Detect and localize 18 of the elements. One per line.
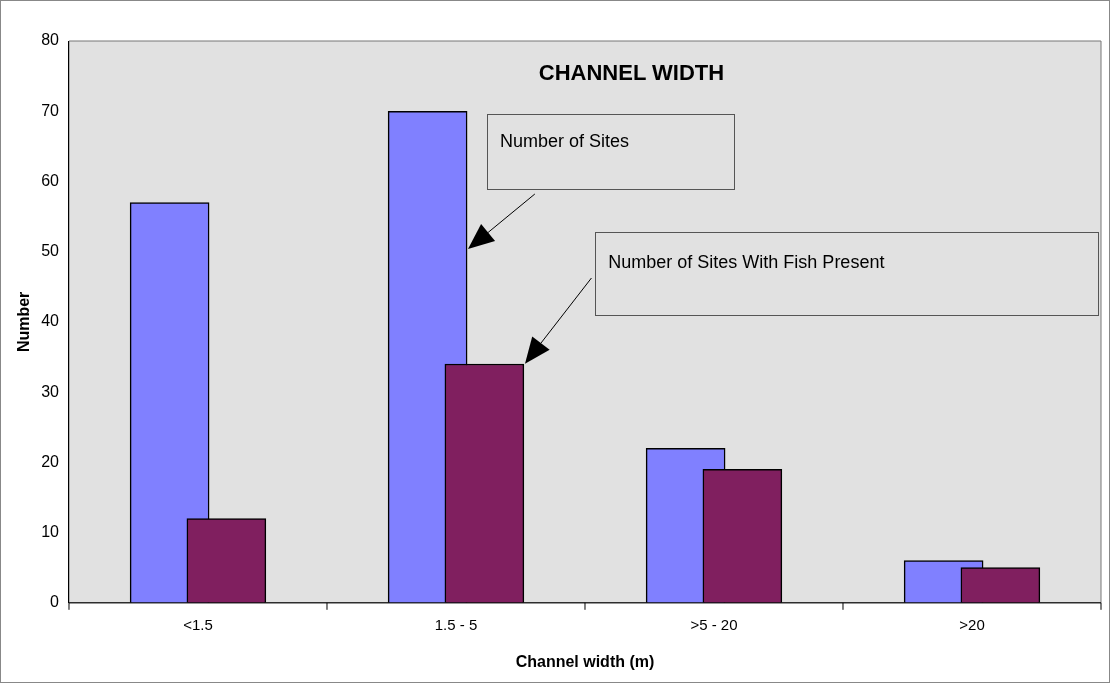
y-tick-label: 50: [41, 242, 60, 260]
y-tick-label: 30: [41, 382, 60, 400]
y-tick-label: 10: [41, 522, 60, 540]
y-tick-label: 20: [41, 452, 60, 470]
x-axis-title: Channel width (m): [515, 652, 655, 670]
x-tick-label: >5 - 20: [690, 615, 738, 633]
y-tick-label: 40: [41, 312, 60, 330]
y-tick-label: 60: [41, 171, 60, 189]
annotation: Number of Sites With Fish Present: [608, 251, 885, 274]
x-tick-label: 1.5 - 5: [434, 615, 478, 633]
y-tick-label: 0: [50, 593, 60, 611]
annotation: Number of Sites: [499, 130, 630, 153]
x-tick-label: >20: [959, 615, 985, 633]
y-tick-label: 80: [41, 31, 60, 49]
x-tick-label: <1.5: [183, 615, 213, 633]
y-axis-title: Number: [15, 291, 33, 353]
y-tick-label: 70: [41, 101, 60, 119]
text: CHANNEL WIDTH: [538, 60, 725, 86]
